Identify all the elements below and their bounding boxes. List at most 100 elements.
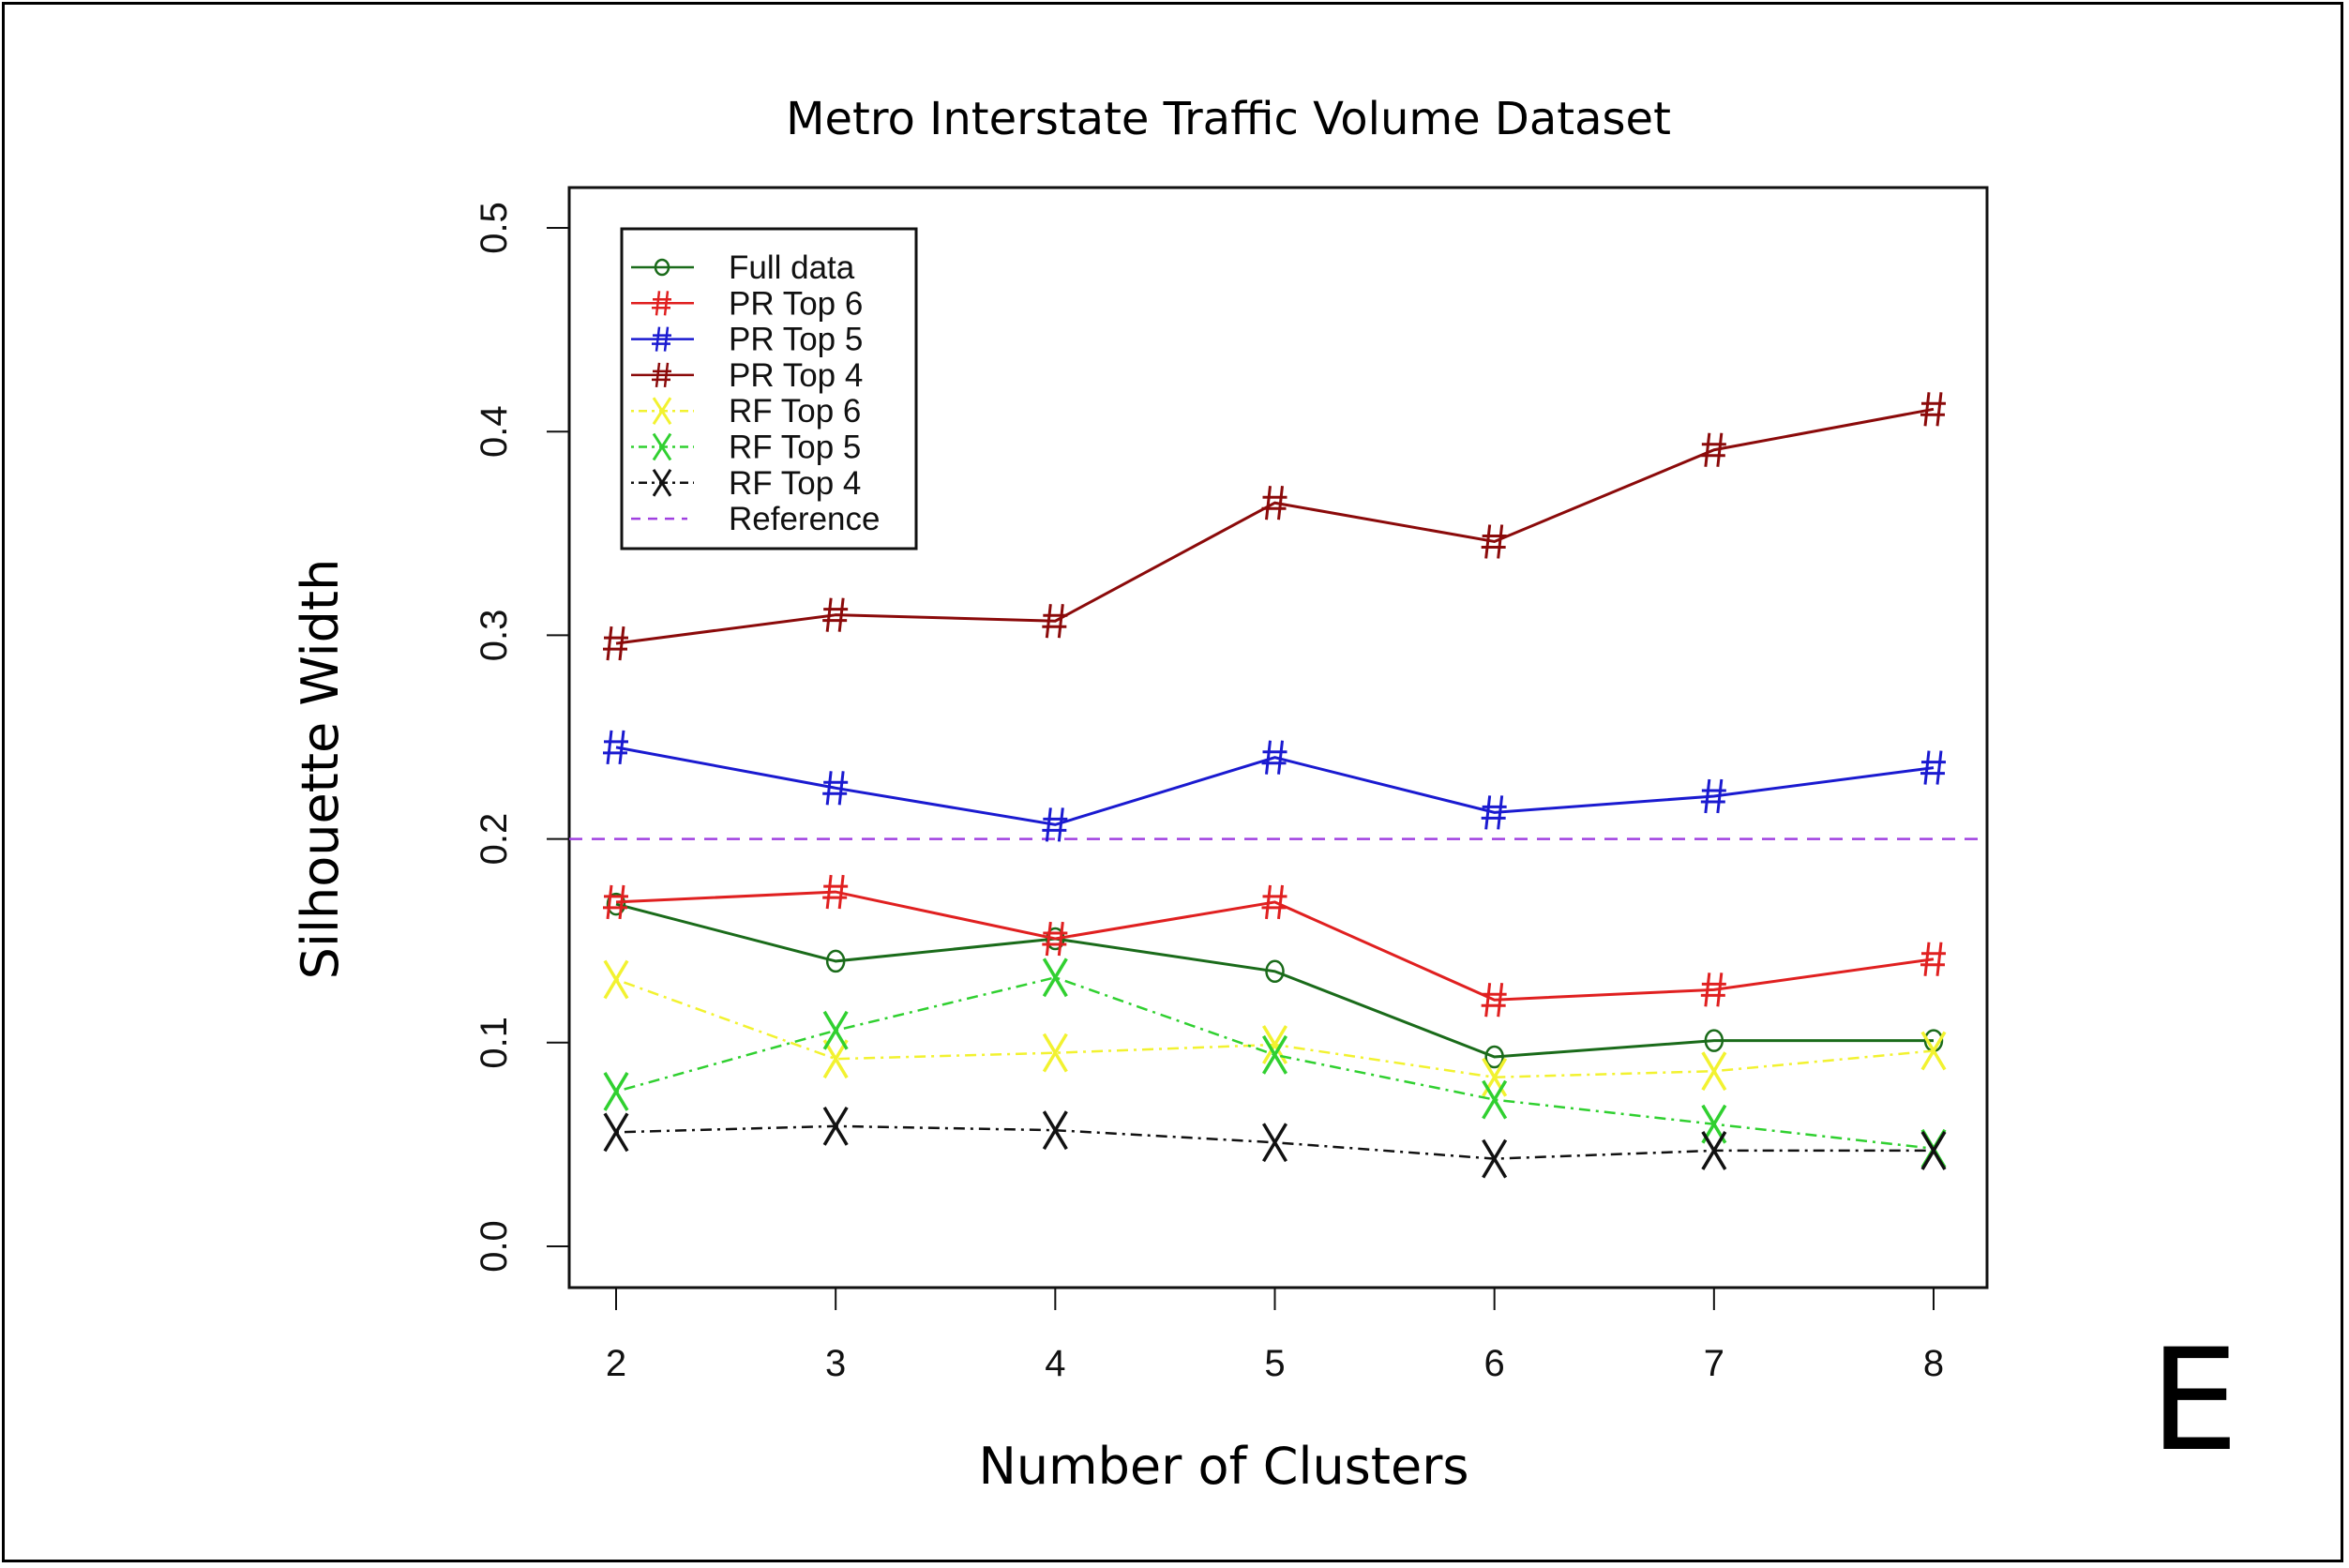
y-tick-label: 0.4 <box>474 405 515 458</box>
legend-marker <box>652 291 671 316</box>
data-point <box>1042 1033 1068 1073</box>
series-line <box>615 975 1935 1150</box>
data-point <box>822 1106 849 1146</box>
data-point <box>603 626 628 661</box>
data-point <box>603 884 628 920</box>
y-tick-label: 0.3 <box>474 610 515 662</box>
legend-label: PR Top 4 <box>729 357 863 394</box>
data-point <box>1700 432 1726 467</box>
data-point <box>822 1010 849 1050</box>
data-point <box>1920 750 1946 785</box>
data-point <box>1701 1131 1727 1170</box>
x-tick-label: 7 <box>1704 1343 1724 1384</box>
x-tick-label: 2 <box>606 1343 626 1384</box>
data-point <box>1261 1034 1288 1075</box>
legend-label: PR Top 5 <box>729 322 863 358</box>
legend-item: RF Top 6 <box>631 393 861 430</box>
data-point <box>1482 1138 1508 1179</box>
series-line <box>615 407 1935 645</box>
data-point <box>1042 604 1068 639</box>
data-point <box>1920 1131 1947 1170</box>
data-point <box>1701 1051 1727 1092</box>
y-axis-label: Silhouette Width <box>291 559 350 980</box>
x-axis-label: Number of Clusters <box>978 1437 1468 1496</box>
legend-label: RF Top 4 <box>729 465 861 502</box>
data-point <box>1700 778 1726 814</box>
data-point <box>606 892 626 916</box>
x-tick-label: 5 <box>1264 1343 1285 1384</box>
series-rf-top-6 <box>603 959 1947 1097</box>
legend-marker <box>652 397 672 426</box>
legend-item: RF Top 5 <box>631 430 861 466</box>
data-point <box>603 1112 629 1153</box>
series-line <box>615 890 1935 1002</box>
panel-label: E <box>2150 1319 2239 1483</box>
data-point <box>1261 486 1287 520</box>
y-tick-label: 0.0 <box>474 1220 515 1273</box>
series-group <box>603 392 1947 1179</box>
series-line <box>615 746 1935 826</box>
data-point <box>822 874 849 910</box>
data-point <box>603 959 629 1000</box>
legend-label: RF Top 6 <box>729 393 861 430</box>
legend-label: RF Top 5 <box>729 430 861 466</box>
data-point <box>822 771 849 806</box>
data-point <box>822 1039 849 1079</box>
series-rf-top-5 <box>603 957 1947 1168</box>
legend-item: PR Top 5 <box>631 322 863 358</box>
data-point <box>1484 1045 1504 1069</box>
y-tick-label: 0.1 <box>474 1017 515 1069</box>
data-point <box>1042 921 1068 957</box>
legend-marker <box>652 432 672 461</box>
legend-item: PR Top 6 <box>631 285 863 322</box>
chart-title: Metro Interstate Traffic Volume Dataset <box>786 93 1671 145</box>
data-point <box>1261 740 1287 775</box>
series-rf-top-4 <box>603 1106 1947 1179</box>
data-point <box>1481 983 1507 1018</box>
legend-label: Reference <box>729 501 880 537</box>
series-pr-top-4 <box>603 392 1946 661</box>
legend-marker <box>652 362 671 388</box>
data-point <box>822 597 849 632</box>
y-axis: 0.0 0.1 0.2 0.3 0.4 0.5 <box>474 202 569 1273</box>
legend-label: PR Top 6 <box>729 285 863 322</box>
series-full-data <box>606 892 1944 1069</box>
data-point <box>1920 942 1946 976</box>
data-point <box>1261 1123 1288 1163</box>
data-point <box>1042 957 1068 998</box>
x-tick-label: 4 <box>1045 1343 1065 1384</box>
legend-item: PR Top 4 <box>631 357 863 394</box>
data-point <box>1482 1079 1508 1120</box>
series-pr-top-6 <box>603 874 1946 1018</box>
data-point <box>1042 1110 1068 1151</box>
legend-item: Full data <box>631 249 855 286</box>
plot-area <box>567 186 1989 1289</box>
data-point <box>1265 959 1285 984</box>
data-point <box>603 1072 629 1111</box>
y-tick-label: 0.5 <box>474 202 515 254</box>
series-line <box>615 978 1935 1078</box>
data-point <box>1704 1029 1724 1052</box>
data-point <box>603 730 628 765</box>
data-point <box>1042 807 1068 842</box>
x-tick-label: 6 <box>1484 1343 1505 1384</box>
data-point <box>1481 795 1507 830</box>
series-line <box>615 902 1934 1059</box>
x-axis: 2 3 4 5 6 7 8 <box>606 1288 1944 1384</box>
legend-marker <box>652 326 671 352</box>
data-point <box>1920 1031 1947 1071</box>
data-point <box>1700 972 1726 1007</box>
legend-marker <box>652 468 672 497</box>
data-point <box>825 949 846 973</box>
data-point <box>1481 524 1507 559</box>
legend-item: Reference <box>631 501 880 537</box>
legend-marker <box>654 258 670 277</box>
x-tick-label: 3 <box>825 1343 846 1384</box>
data-point <box>1261 884 1287 920</box>
series-pr-top-5 <box>603 730 1946 842</box>
y-tick-label: 0.2 <box>474 813 515 866</box>
legend-label: Full data <box>729 249 855 286</box>
